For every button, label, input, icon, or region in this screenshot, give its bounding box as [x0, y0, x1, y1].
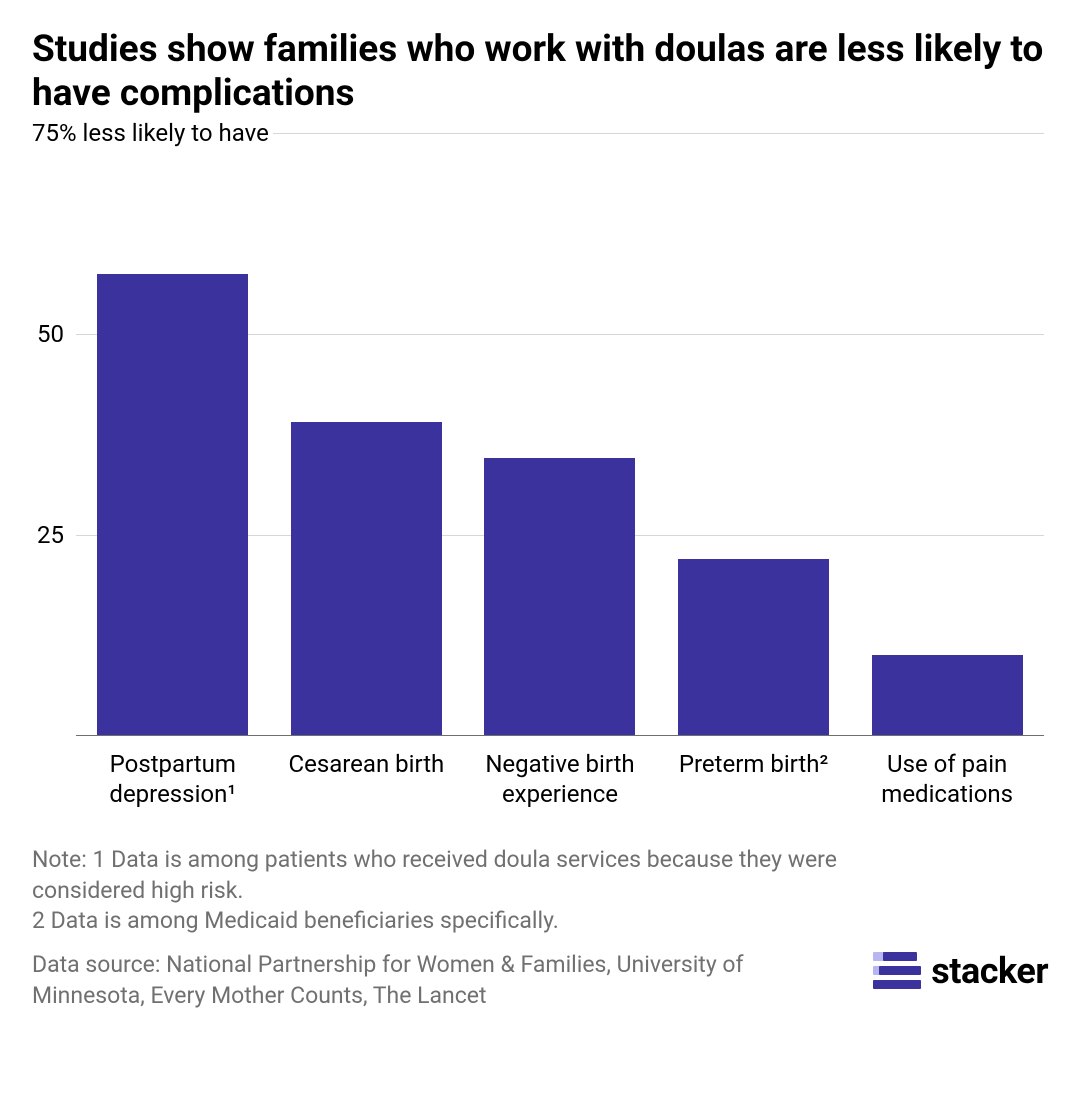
y-tick-label: 50	[37, 320, 64, 348]
x-axis-labels: Postpartum depression¹Cesarean birthNega…	[76, 749, 1044, 809]
x-axis-label: Use of pain medications	[850, 749, 1044, 809]
bar	[484, 458, 635, 735]
chart-title: Studies show families who work with doul…	[32, 28, 1048, 115]
footnote-2: 2 Data is among Medicaid beneficiaries s…	[32, 906, 862, 936]
footnotes: Note: 1 Data is among patients who recei…	[32, 845, 862, 936]
baseline	[76, 735, 1044, 736]
bar-slot	[76, 133, 270, 735]
footer-row: Data source: National Partnership for Wo…	[32, 950, 1048, 1011]
stacker-logo-text: stacker	[931, 950, 1048, 992]
chart-container: Studies show families who work with doul…	[0, 0, 1080, 1102]
stacker-logo-icon	[873, 952, 921, 990]
bar-slot	[463, 133, 657, 735]
bars-group	[76, 133, 1044, 735]
y-tick-label: 25	[37, 521, 64, 549]
bar-slot	[850, 133, 1044, 735]
bar-slot	[657, 133, 851, 735]
plot-area: 75% less likely to have5025	[76, 133, 1044, 735]
data-source: Data source: National Partnership for Wo…	[32, 950, 772, 1011]
bar	[97, 274, 248, 736]
bar	[872, 655, 1023, 735]
stacker-logo: stacker	[873, 950, 1048, 992]
x-axis-label: Postpartum depression¹	[76, 749, 270, 809]
x-axis-label: Preterm birth²	[657, 749, 851, 809]
bar	[678, 559, 829, 736]
x-axis-label: Negative birth experience	[463, 749, 657, 809]
footnote-1: Note: 1 Data is among patients who recei…	[32, 845, 862, 906]
bar-slot	[270, 133, 464, 735]
x-axis-label: Cesarean birth	[270, 749, 464, 809]
bar	[291, 422, 442, 735]
